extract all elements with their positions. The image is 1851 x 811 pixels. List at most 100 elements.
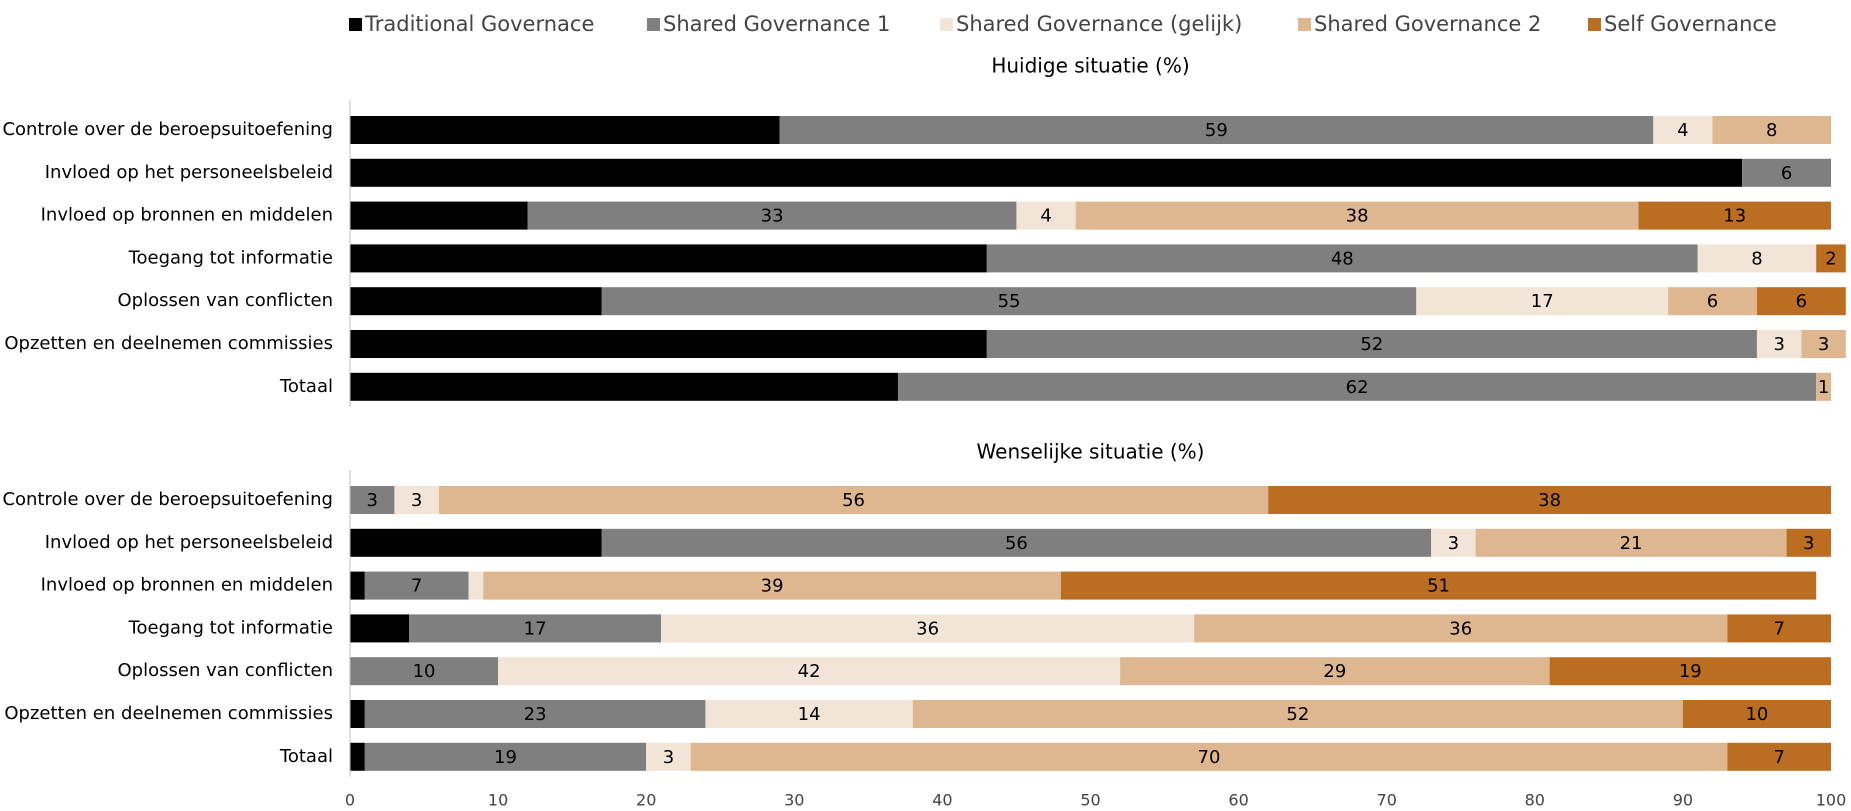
data-label: 1	[352, 704, 363, 725]
data-label: 23	[524, 704, 547, 725]
data-label: 21	[1620, 533, 1643, 554]
bar-segment	[527, 201, 1017, 230]
data-label: 10	[413, 661, 436, 682]
data-label: 19	[1679, 661, 1702, 682]
category-label: Invloed op het personeelsbeleid	[45, 162, 333, 183]
x-tick-label: 20	[636, 791, 656, 810]
legend-swatch	[349, 18, 362, 31]
bar-segment	[350, 158, 1743, 187]
data-label: 37	[613, 377, 636, 398]
category-label: Totaal	[279, 376, 333, 397]
data-label: 7	[1773, 747, 1784, 768]
legend-label: Shared Governance 2	[1314, 12, 1541, 36]
bar-segment	[350, 287, 602, 316]
data-label: 56	[842, 490, 865, 511]
data-label: 3	[1773, 334, 1784, 355]
data-label: 4	[1040, 206, 1051, 227]
bar-segment	[779, 116, 1654, 144]
bar-segment	[350, 528, 602, 557]
data-label: 13	[1723, 206, 1746, 227]
x-tick-label: 100	[1816, 791, 1847, 810]
bar-segment	[350, 372, 898, 401]
data-label: 3	[1448, 533, 1459, 554]
data-label: 12	[427, 206, 450, 227]
data-label: 36	[916, 618, 939, 639]
data-label: 42	[798, 661, 821, 682]
data-label: 6	[1781, 163, 1792, 184]
data-label: 36	[1449, 618, 1472, 639]
bar-segment	[364, 700, 706, 728]
bar-segment	[646, 742, 691, 771]
bar-segment	[350, 330, 987, 358]
category-label: Controle over de beroepsuitoefening	[2, 119, 333, 140]
bar-segment	[1268, 486, 1831, 514]
category-label: Oplossen van conflicten	[118, 660, 333, 681]
x-tick-label: 0	[345, 791, 355, 810]
x-tick-label: 80	[1525, 791, 1545, 810]
category-label: Opzetten en deelnemen commissies	[4, 333, 333, 354]
bar-segment	[468, 571, 484, 600]
data-label: 3	[411, 490, 422, 511]
x-tick-label: 10	[488, 791, 508, 810]
data-label: 29	[1323, 661, 1346, 682]
bar-segment	[1697, 244, 1817, 273]
bar-segment	[690, 742, 1728, 771]
bar-segment	[601, 528, 1432, 557]
legend-label: Traditional Governace	[364, 12, 594, 36]
bar-segment	[1431, 528, 1476, 557]
category-label: Invloed op bronnen en middelen	[41, 205, 333, 226]
x-tick-label: 30	[784, 791, 804, 810]
data-label: 70	[1198, 747, 1221, 768]
bar-segment	[350, 201, 528, 230]
data-label: 4	[1677, 120, 1688, 141]
bar-segment	[1727, 614, 1831, 643]
legend-label: Self Governance	[1604, 12, 1777, 36]
data-label: 38	[1346, 206, 1369, 227]
bar-segment	[986, 330, 1757, 358]
x-tick-label: 90	[1673, 791, 1693, 810]
bar-segment	[897, 372, 1817, 401]
data-label: 62	[1346, 377, 1369, 398]
x-tick-label: 70	[1377, 791, 1397, 810]
bar-segment	[1816, 372, 1831, 401]
data-label: 59	[1205, 120, 1228, 141]
bar-segment	[1549, 657, 1831, 686]
bar-segment	[350, 657, 499, 686]
bar-segment	[350, 116, 780, 144]
bar-segment	[1653, 116, 1713, 144]
bar-segment	[350, 571, 365, 600]
data-label: 55	[998, 291, 1021, 312]
data-label: 1	[352, 576, 363, 597]
data-label: 48	[1331, 248, 1354, 269]
data-label: 19	[494, 747, 517, 768]
category-label: Invloed op bronnen en middelen	[41, 575, 333, 596]
data-label: 7	[1773, 618, 1784, 639]
bar-segment	[1016, 201, 1076, 230]
data-label: 3	[663, 747, 674, 768]
bar-segment	[409, 614, 662, 643]
bar-segment	[705, 700, 913, 728]
bar-segment	[350, 614, 410, 643]
bar-segment	[1712, 116, 1831, 144]
x-tick-label: 40	[932, 791, 952, 810]
data-label: 6	[1796, 291, 1807, 312]
bar-segment	[1682, 700, 1831, 728]
bar-segment	[350, 244, 987, 273]
data-label: 52	[1286, 704, 1309, 725]
data-label: 3	[366, 490, 377, 511]
bar-segment	[1060, 571, 1817, 600]
bar-segment	[1194, 614, 1728, 643]
bar-segment	[350, 486, 395, 514]
legend-label: Shared Governance 1	[663, 12, 890, 36]
legend: Traditional Governace Shared Governance 1…	[349, 12, 1777, 36]
data-label: 38	[1538, 490, 1561, 511]
data-label: 33	[761, 206, 784, 227]
legend-swatch	[1298, 18, 1311, 31]
category-label: Opzetten en deelnemen commissies	[4, 703, 333, 724]
bar-segment	[1742, 158, 1831, 187]
data-label: 43	[657, 248, 680, 269]
chart-title: Wenselijke situatie (%)	[977, 440, 1205, 464]
bar-segment	[438, 486, 1269, 514]
data-label: 17	[1531, 291, 1554, 312]
